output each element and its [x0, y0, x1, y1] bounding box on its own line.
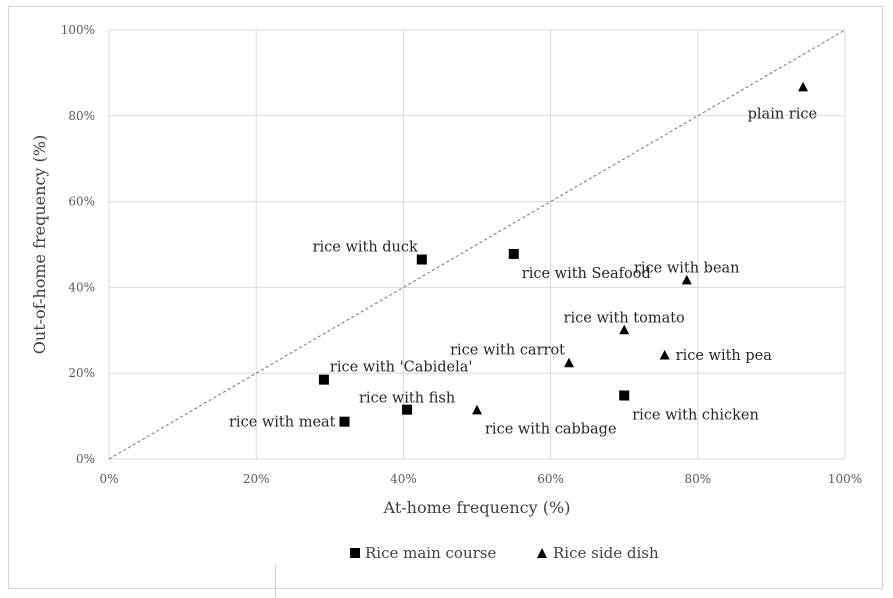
point-label-rice-with-chicken: rice with chicken	[632, 408, 759, 424]
y-tick-label: 60%	[68, 195, 95, 209]
x-tick-label: 60%	[537, 472, 564, 486]
point-label-rice-with-seafood: rice with Seafood	[522, 266, 651, 282]
y-axis-title: Out-of-home frequency (%)	[30, 135, 49, 354]
point-label-rice-with-cabbage: rice with cabbage	[485, 422, 617, 438]
marker-rice-with-carrot	[564, 357, 574, 368]
point-label-rice-with-carrot: rice with carrot	[450, 342, 565, 358]
x-tick-label: 20%	[243, 472, 270, 486]
marker-rice-with-seafood	[508, 248, 519, 259]
x-axis-title: At-home frequency (%)	[383, 498, 571, 517]
x-tick-label: 80%	[684, 472, 711, 486]
legend: Rice main course Rice side dish	[350, 544, 659, 562]
gridlines	[108, 29, 846, 460]
chart-frame	[8, 6, 883, 589]
marker-rice-with-cabidela	[318, 374, 329, 385]
legend-marker-side-dish	[537, 548, 547, 558]
point-label-rice-with-bean: rice with bean	[634, 261, 740, 277]
y-tick-label: 0%	[76, 452, 95, 466]
point-label-rice-with-fish: rice with fish	[359, 391, 455, 407]
point-label-rice-with-tomato: rice with tomato	[564, 310, 685, 326]
point-label-rice-with-meat: rice with meat	[229, 415, 336, 431]
x-tick-label: 0%	[99, 472, 118, 486]
marker-rice-with-duck	[416, 254, 427, 265]
y-tick-label: 100%	[61, 23, 95, 37]
marker-rice-with-bean	[681, 274, 692, 285]
y-tick-label: 40%	[68, 280, 95, 294]
legend-label-side-dish: Rice side dish	[553, 544, 659, 562]
y-tick-label: 80%	[68, 109, 95, 123]
marker-rice-with-fish	[402, 404, 413, 415]
frame-divider	[275, 565, 276, 598]
marker-rice-with-cabbage	[472, 404, 482, 415]
point-label-plain-rice: plain rice	[748, 107, 817, 123]
marker-rice-with-pea	[659, 350, 670, 360]
x-tick-label: 100%	[828, 472, 862, 486]
point-label-rice-with-duck: rice with duck	[313, 240, 418, 256]
marker-rice-with-meat	[339, 416, 350, 427]
marker-rice-with-chicken	[619, 390, 630, 401]
marker-rice-with-tomato	[619, 324, 630, 335]
reference-diagonal-line	[108, 29, 846, 460]
point-label-rice-with-pea: rice with pea	[676, 348, 773, 364]
marker-plain-rice	[798, 81, 809, 92]
y-tick-label: 20%	[68, 366, 95, 380]
legend-marker-main-course	[350, 548, 360, 558]
x-tick-label: 40%	[390, 472, 417, 486]
legend-label-main-course: Rice main course	[365, 544, 496, 562]
axis-ticks: 0% 20% 40% 60% 80% 100% 0% 20% 40% 60% 80% 100%	[61, 23, 862, 486]
point-label-rice-with-cabidela: rice with 'Cabidela'	[330, 360, 472, 376]
